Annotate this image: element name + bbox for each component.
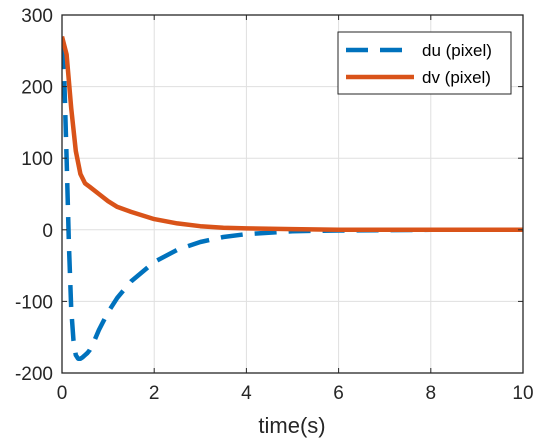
series-group (62, 35, 523, 361)
legend-box (337, 31, 512, 95)
series-line-du (62, 47, 523, 361)
legend: du (pixel) dv (pixel) (337, 31, 512, 95)
x-tick-label: 6 (333, 383, 344, 404)
axis-ticks: 0 2 4 6 8 10 -200 -100 0 100 200 300 (15, 6, 534, 404)
x-tick-label: 4 (241, 383, 252, 404)
y-tick-label: 300 (21, 6, 53, 27)
x-tick-label: 8 (426, 383, 437, 404)
y-tick-label: 100 (21, 149, 53, 170)
x-tick-label: 10 (512, 383, 533, 404)
plot-frame (61, 14, 524, 374)
y-tick-label: -200 (15, 364, 53, 385)
x-axis-label: time(s) (258, 413, 325, 438)
x-tick-label: 0 (57, 383, 68, 404)
legend-label: dv (pixel) (422, 68, 491, 87)
y-tick-label: 0 (42, 221, 53, 242)
series-line-dv (62, 35, 523, 233)
legend-label: du (pixel) (422, 41, 492, 60)
y-tick-label: 200 (21, 78, 53, 99)
y-tick-label: -100 (15, 292, 53, 313)
x-tick-label: 2 (149, 383, 160, 404)
